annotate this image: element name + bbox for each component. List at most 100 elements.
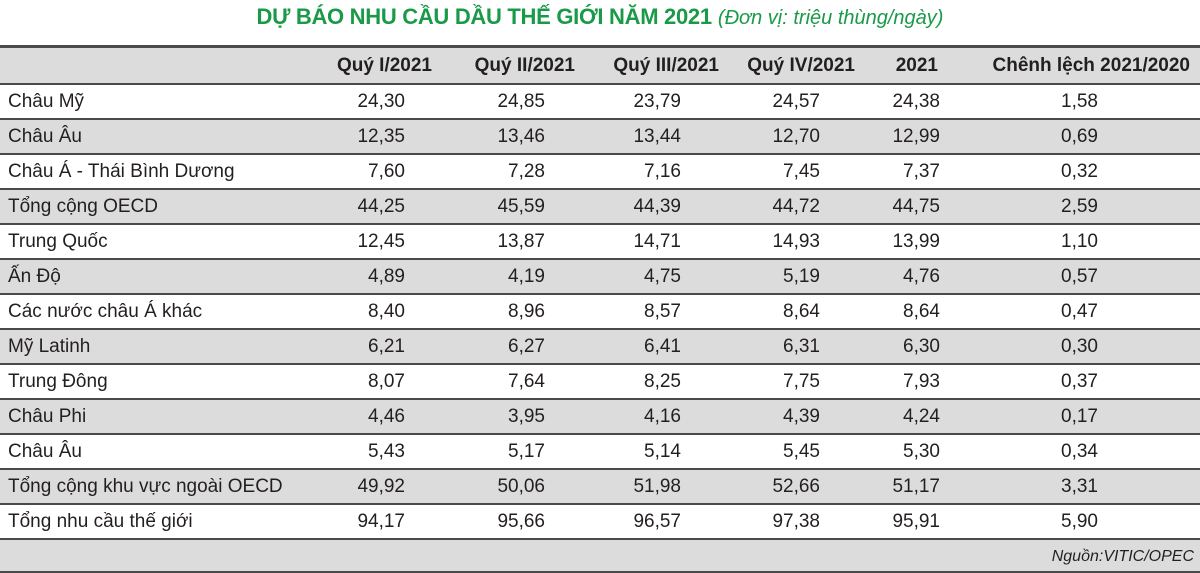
table-cell: 24,38 xyxy=(892,91,940,112)
table-cell: 2,59 xyxy=(1061,196,1098,217)
table-cell: 95,66 xyxy=(497,511,545,532)
table-cell: 50,06 xyxy=(497,476,545,497)
table-row: Châu Á - Thái Bình Dương 7,60 7,28 7,16 7,45… xyxy=(0,153,1200,188)
table-cell: 6,27 xyxy=(508,336,545,357)
table-cell: 13,44 xyxy=(633,126,681,147)
table-cell: 1,58 xyxy=(1061,91,1098,112)
table-cell: 44,72 xyxy=(772,196,820,217)
table-cell: 7,37 xyxy=(903,161,940,182)
column-header: Quý IV/2021 xyxy=(747,55,855,76)
table-cell: 44,75 xyxy=(892,196,940,217)
table-cell: 4,16 xyxy=(644,406,681,427)
table-cell: 5,14 xyxy=(644,441,681,462)
table-row: Châu Phi 4,46 3,95 4,16 4,39 4,24 0,17 xyxy=(0,398,1200,433)
table-cell: 94,17 xyxy=(357,511,405,532)
table-cell: 96,57 xyxy=(633,511,681,532)
row-label: Châu Âu xyxy=(8,126,82,147)
row-label: Châu Âu xyxy=(8,441,82,462)
table-cell: 24,30 xyxy=(357,91,405,112)
table-cell: 8,07 xyxy=(368,371,405,392)
table-cell: 7,28 xyxy=(508,161,545,182)
table-cell: 8,64 xyxy=(783,301,820,322)
table-cell: 12,45 xyxy=(357,231,405,252)
table-cell: 0,57 xyxy=(1061,266,1098,287)
table-cell: 8,40 xyxy=(368,301,405,322)
table-row: Mỹ Latinh 6,21 6,27 6,41 6,31 6,30 0,30 xyxy=(0,328,1200,363)
table-cell: 51,17 xyxy=(892,476,940,497)
source-row: Nguồn:VITIC/OPEC xyxy=(0,538,1200,573)
table-cell: 13,46 xyxy=(497,126,545,147)
table-cell: 14,93 xyxy=(772,231,820,252)
table-cell: 0,17 xyxy=(1061,406,1098,427)
table-cell: 23,79 xyxy=(633,91,681,112)
table-row: Tổng nhu cầu thế giới 94,17 95,66 96,57 97,3… xyxy=(0,503,1200,538)
table-cell: 0,32 xyxy=(1061,161,1098,182)
row-label: Châu Mỹ xyxy=(8,91,85,112)
row-label: Mỹ Latinh xyxy=(8,336,91,357)
table-cell: 4,75 xyxy=(644,266,681,287)
table-cell: 12,70 xyxy=(772,126,820,147)
table-cell: 8,25 xyxy=(644,371,681,392)
table-cell: 0,69 xyxy=(1061,126,1098,147)
row-label: Tổng cộng OECD xyxy=(8,196,158,217)
table-cell: 4,46 xyxy=(368,406,405,427)
table-cell: 5,90 xyxy=(1061,511,1098,532)
table-cell: 12,35 xyxy=(357,126,405,147)
column-header: 2021 xyxy=(895,55,938,76)
table-cell: 1,10 xyxy=(1061,231,1098,252)
table-cell: 5,45 xyxy=(783,441,820,462)
table-cell: 6,31 xyxy=(783,336,820,357)
table-cell: 24,57 xyxy=(772,91,820,112)
row-label: Trung Quốc xyxy=(8,231,108,252)
source-note: Nguồn:VITIC/OPEC xyxy=(1051,548,1194,565)
table-cell: 5,43 xyxy=(368,441,405,462)
column-header: Quý II/2021 xyxy=(474,55,575,76)
table-cell: 14,71 xyxy=(633,231,681,252)
table-cell: 8,57 xyxy=(644,301,681,322)
table-cell: 51,98 xyxy=(633,476,681,497)
table-cell: 7,60 xyxy=(368,161,405,182)
table-row: Tổng cộng khu vực ngoài OECD 49,92 50,06 51… xyxy=(0,468,1200,503)
table-cell: 5,19 xyxy=(783,266,820,287)
table-row: Các nước châu Á khác 8,40 8,96 8,57 8,64 8,64… xyxy=(0,293,1200,328)
column-header: Quý I/2021 xyxy=(336,55,432,76)
table-row: Ấn Độ 4,89 4,19 4,75 5,19 4,76 0,57 xyxy=(0,258,1200,293)
table-cell: 3,31 xyxy=(1061,476,1098,497)
table-cell: 49,92 xyxy=(357,476,405,497)
table-cell: 0,30 xyxy=(1061,336,1098,357)
header-row: Quý I/2021 Quý II/2021 Quý III/2021 Quý IV/… xyxy=(0,45,1200,83)
table-cell: 7,45 xyxy=(783,161,820,182)
table-row: Châu Mỹ 24,30 24,85 23,79 24,57 24,38 1,58 xyxy=(0,83,1200,118)
table-cell: 95,91 xyxy=(892,511,940,532)
table-cell: 8,96 xyxy=(508,301,545,322)
table-row: Tổng cộng OECD 44,25 45,59 44,39 44,72 44,75 2… xyxy=(0,188,1200,223)
table-cell: 4,76 xyxy=(903,266,940,287)
table-cell: 6,41 xyxy=(644,336,681,357)
table-cell: 5,30 xyxy=(903,441,940,462)
row-label: Ấn Độ xyxy=(8,266,61,287)
table-cell: 52,66 xyxy=(772,476,820,497)
row-label: Các nước châu Á khác xyxy=(8,301,203,322)
table-cell: 7,64 xyxy=(508,371,545,392)
table-cell: 7,75 xyxy=(783,371,820,392)
row-label: Châu Á - Thái Bình Dương xyxy=(8,161,235,182)
table-row: Trung Quốc 12,45 13,87 14,71 14,93 13,99 1,10 xyxy=(0,223,1200,258)
table-cell: 13,87 xyxy=(497,231,545,252)
column-header: Chênh lệch 2021/2020 xyxy=(992,55,1191,76)
table-cell: 7,16 xyxy=(644,161,681,182)
table-cell: 0,34 xyxy=(1061,441,1098,462)
table-cell: 3,95 xyxy=(508,406,545,427)
row-label: Trung Đông xyxy=(8,371,108,392)
table-cell: 7,93 xyxy=(903,371,940,392)
table-cell: 6,21 xyxy=(368,336,405,357)
column-header: Quý III/2021 xyxy=(613,55,719,76)
data-table: Quý I/2021 Quý II/2021 Quý III/2021 Quý IV/… xyxy=(0,45,1200,573)
table-cell: 0,37 xyxy=(1061,371,1098,392)
unit-text: (Đơn vị: triệu thùng/ngày) xyxy=(717,7,944,29)
table-cell: 44,25 xyxy=(357,196,405,217)
row-label: Tổng cộng khu vực ngoài OECD xyxy=(8,476,283,497)
table-cell: 4,24 xyxy=(903,406,940,427)
table-cell: 24,85 xyxy=(497,91,545,112)
table-cell: 13,99 xyxy=(892,231,940,252)
table-cell: 44,39 xyxy=(633,196,681,217)
